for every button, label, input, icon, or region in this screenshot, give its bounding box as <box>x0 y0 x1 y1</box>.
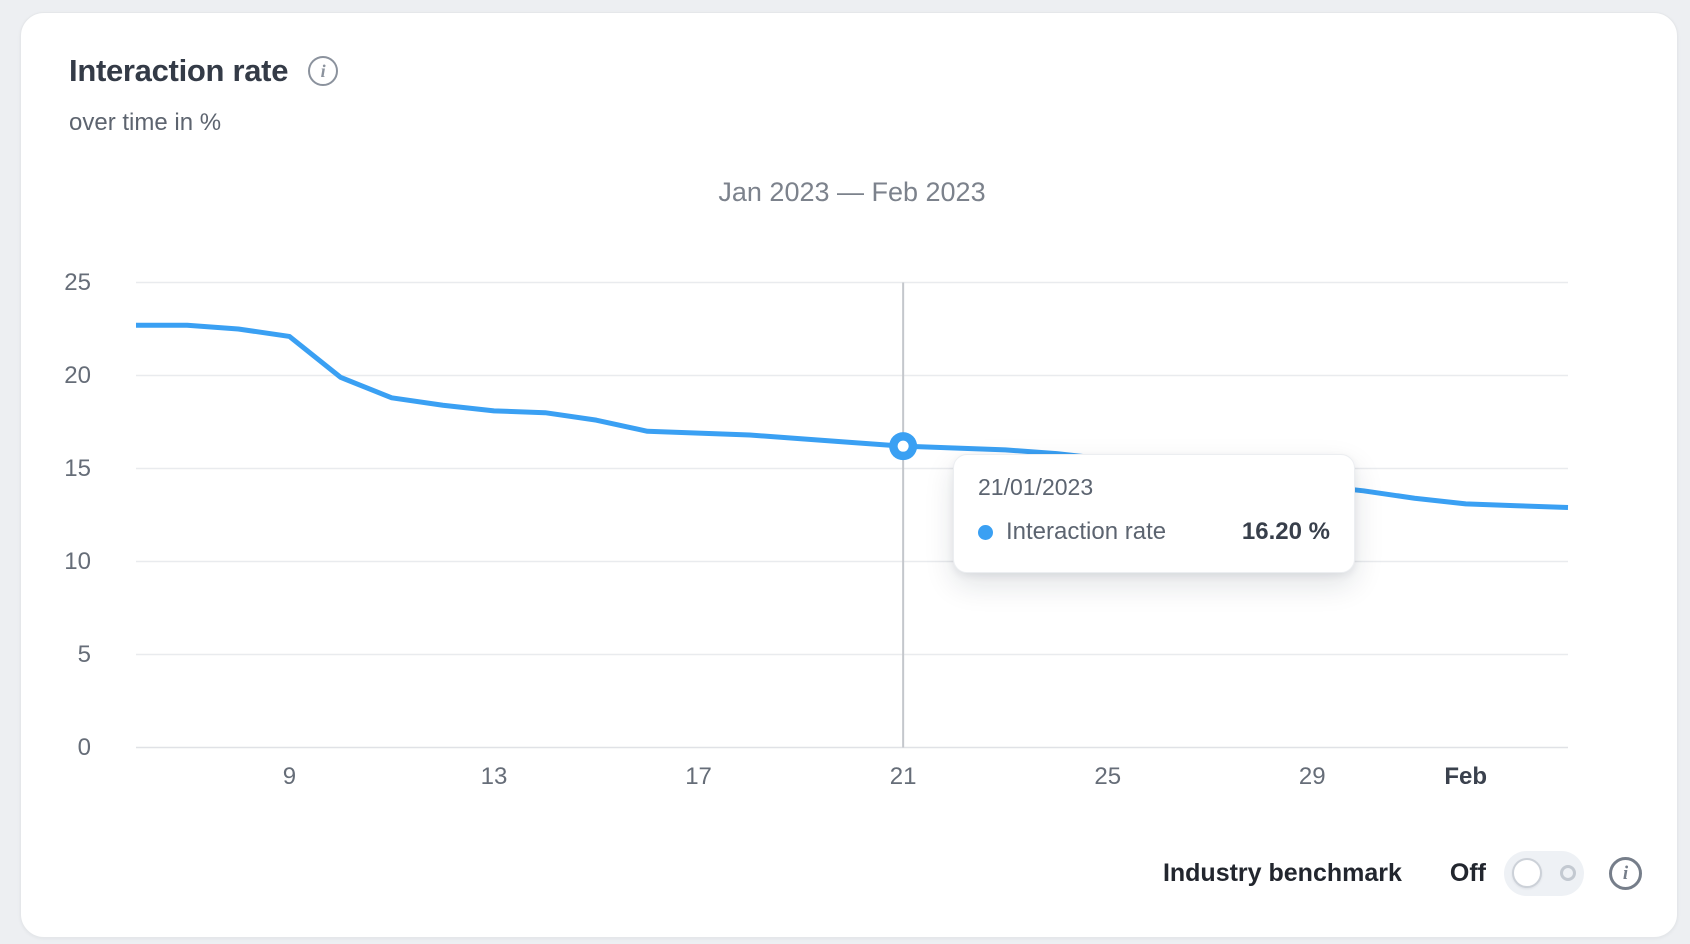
x-axis-tick-label: 13 <box>480 763 508 790</box>
toggle-off-ring-icon <box>1560 865 1576 881</box>
title-info-icon[interactable]: i <box>308 56 339 86</box>
benchmark-info-icon[interactable]: i <box>1609 857 1642 890</box>
highlight-marker-center <box>897 440 909 452</box>
tooltip-value: 16.20 % <box>1241 518 1330 545</box>
tooltip-series-label: Interaction rate <box>1006 518 1167 545</box>
interaction-rate-card: Interaction rate i over time in % Jan 20… <box>20 12 1678 938</box>
x-axis-tick-label: 25 <box>1094 763 1122 790</box>
card-header: Interaction rate i over time in % <box>69 53 339 137</box>
industry-benchmark-row: Industry benchmark Off i <box>1163 851 1642 896</box>
page-title: Interaction rate <box>69 53 289 88</box>
benchmark-label: Industry benchmark <box>1162 859 1402 887</box>
toggle-knob-icon <box>1512 858 1542 888</box>
y-axis-tick-label: 10 <box>64 547 91 575</box>
y-axis-tick-label: 15 <box>64 454 91 482</box>
series-dot-icon <box>978 524 993 540</box>
x-axis-tick-label: Feb <box>1444 763 1488 790</box>
line-chart-area[interactable]: 0 5 10 15 20 25 9 13 17 21 25 29 Feb <box>21 13 1677 937</box>
y-axis-tick-label: 25 <box>64 268 91 296</box>
x-axis-tick-label: 17 <box>685 763 712 790</box>
chart-tooltip: 21/01/2023 Interaction rate 16.20 % <box>953 454 1355 573</box>
benchmark-toggle[interactable] <box>1504 851 1584 896</box>
x-axis-tick-label: 9 <box>282 763 297 790</box>
date-range-label: Jan 2023 — Feb 2023 <box>718 177 986 207</box>
y-axis-tick-label: 20 <box>64 361 91 389</box>
benchmark-state-label: Off <box>1449 859 1486 887</box>
x-axis-tick-label: 21 <box>889 763 917 790</box>
y-axis-tick-label: 0 <box>77 733 91 761</box>
x-axis-tick-label: 29 <box>1298 763 1326 790</box>
y-axis-tick-label: 5 <box>77 640 91 668</box>
tooltip-date: 21/01/2023 <box>978 474 1094 500</box>
chart-canvas <box>136 281 1569 749</box>
chart-subtitle: over time in % <box>69 109 222 136</box>
